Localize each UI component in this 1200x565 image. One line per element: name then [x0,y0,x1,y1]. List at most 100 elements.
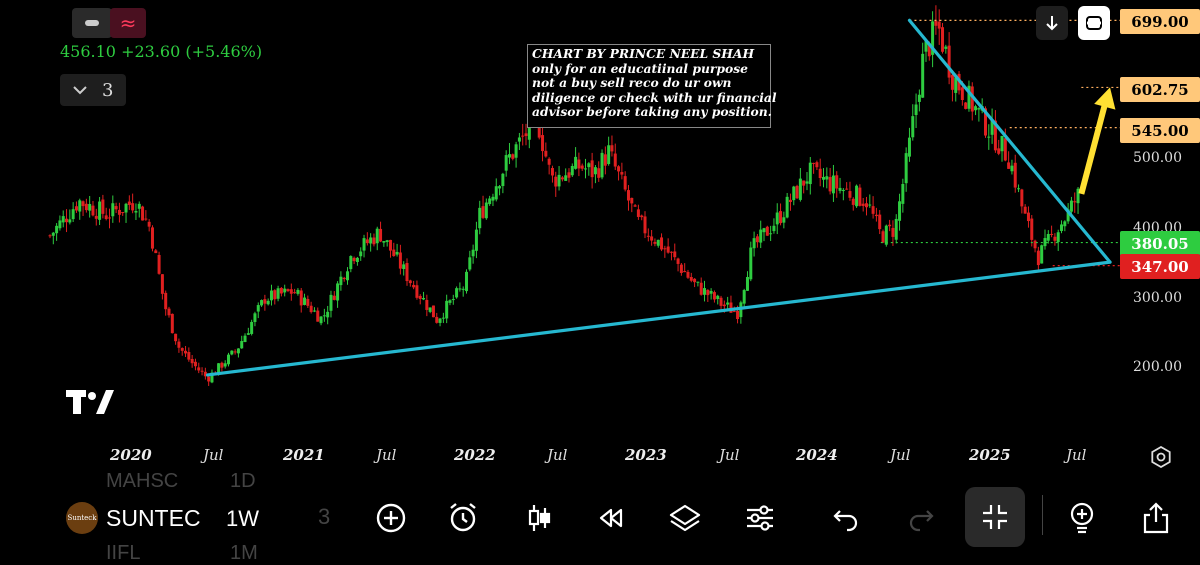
candle-body [798,178,802,200]
indicators-button[interactable] [742,500,778,536]
candle-body [61,216,65,223]
interval-button[interactable]: 1W [226,503,259,535]
symbol-name: SUNTEC [106,504,201,531]
collapse-button[interactable] [965,487,1025,547]
indicator-collapse-button[interactable]: 3 [60,74,126,106]
candle-body [491,196,495,201]
candle-body [792,186,796,201]
candle-body [1033,240,1037,249]
candle-body [339,276,343,286]
candle-body [762,228,766,233]
candle-body [375,228,379,244]
candle-body [630,197,634,204]
candle-body [696,281,700,283]
candle-body [243,335,247,343]
candle-body [451,299,455,301]
trendlines [205,18,1112,377]
candle-body [501,173,505,187]
candle-body [818,168,822,179]
candle-body [137,203,141,209]
candle-body [779,211,783,224]
candle-body [1023,206,1027,214]
candle-body [250,321,254,334]
chart-type-button[interactable] [521,500,557,536]
candle-body [841,189,845,192]
arrow-down-icon [1046,16,1058,31]
candle-body [160,274,164,294]
candle-body [58,220,62,229]
candle-body [812,162,816,164]
candle-body [676,258,680,264]
candle-body [253,313,257,323]
wave-button[interactable]: ≈ [110,8,146,38]
candle-body [164,292,168,310]
undo-button[interactable] [828,500,864,536]
candle-body [861,203,865,206]
layers-button[interactable] [667,500,703,536]
candle-body [121,212,125,214]
chevron-down-icon [73,86,87,95]
candle-body [871,206,875,214]
candle-body [650,236,654,241]
candle-body [1026,212,1030,222]
candle-body [858,187,862,206]
candle-body [190,359,194,364]
candle-body [514,144,518,158]
candle-body [117,209,121,215]
candle-body [944,46,948,49]
candle-body [65,218,69,223]
candle-body [828,177,832,192]
candle-body [610,145,614,152]
candle-body [1050,233,1054,235]
candle-body [187,352,191,360]
settings-gear-icon[interactable] [1150,446,1172,468]
symbol-logo: Sunteck [66,502,98,534]
candle-body [488,198,492,205]
undo-icon [833,510,858,532]
candle-body [772,225,776,232]
frame-icon [1086,16,1102,30]
candle-body [458,288,462,290]
rewind-icon [599,508,623,528]
alert-button[interactable] [445,500,481,536]
replay-button[interactable] [593,500,629,536]
candle-body [567,172,571,178]
collapse-icon [983,505,1007,529]
candle-body [660,237,664,250]
candle-body [336,283,340,301]
candle-body [815,162,819,168]
share-button[interactable] [1138,500,1174,536]
candle-body [917,94,921,102]
candle-body [200,370,204,372]
candle-body [590,160,594,178]
price-tag-380: 380.05 [1120,231,1200,256]
candle-body [878,214,882,230]
candle-body [765,226,769,236]
redo-button[interactable] [903,500,939,536]
candle-body [441,317,445,319]
ghost-symbol-above: MAHSC [106,470,179,492]
candle-body [656,239,660,246]
candle-body [785,196,789,218]
x-tick: 2020 [110,446,152,464]
ideas-button[interactable] [1064,500,1100,536]
candle-body [1040,245,1044,264]
minus-button[interactable] [72,8,112,38]
candle-body [901,184,905,204]
candle-body [108,217,112,219]
candle-body [438,318,442,323]
candle-body [719,297,723,306]
candle-body [157,254,161,274]
candle-body [904,153,908,184]
candle-body [868,204,872,206]
candle-body [653,241,657,244]
candle-body [825,176,829,180]
candle-body [369,237,373,244]
candle-body [560,177,564,180]
fullscreen-button[interactable] [1078,6,1110,40]
candle-body [788,199,792,203]
download-button[interactable] [1036,6,1068,40]
add-button[interactable] [373,500,409,536]
symbol-button[interactable]: Sunteck SUNTEC [66,500,216,536]
candle-body [679,264,683,273]
